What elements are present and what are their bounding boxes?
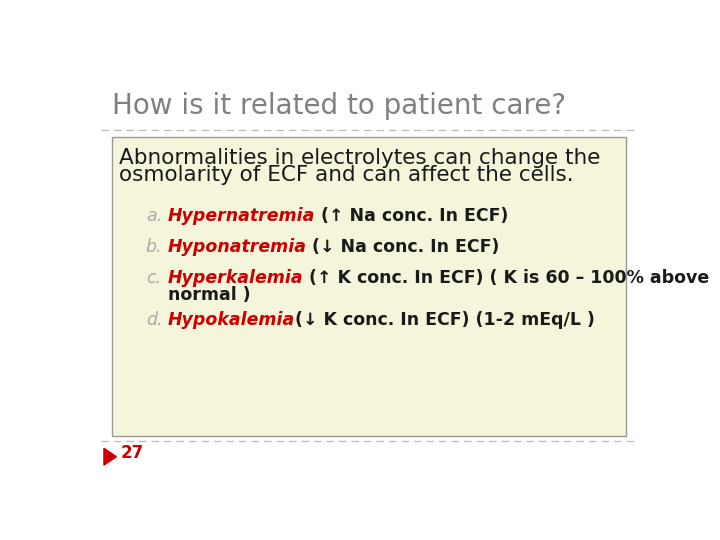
Text: Hypernatremia: Hypernatremia bbox=[168, 207, 315, 225]
Text: (↓ Na conc. In ECF): (↓ Na conc. In ECF) bbox=[307, 238, 500, 256]
Text: b.: b. bbox=[145, 238, 162, 256]
Text: Abnormalities in electrolytes can change the: Abnormalities in electrolytes can change… bbox=[120, 148, 600, 168]
Text: (↓ K conc. In ECF) (1-2 mEq/L ): (↓ K conc. In ECF) (1-2 mEq/L ) bbox=[294, 311, 595, 329]
Text: (↑ Na conc. In ECF): (↑ Na conc. In ECF) bbox=[315, 207, 508, 225]
Text: (↑ K conc. In ECF) ( K is 60 – 100% above: (↑ K conc. In ECF) ( K is 60 – 100% abov… bbox=[303, 269, 709, 287]
Text: Hyponatremia: Hyponatremia bbox=[168, 238, 307, 256]
Text: Hyperkalemia: Hyperkalemia bbox=[168, 269, 303, 287]
Text: osmolarity of ECF and can affect the cells.: osmolarity of ECF and can affect the cel… bbox=[120, 165, 574, 185]
FancyBboxPatch shape bbox=[112, 137, 626, 436]
Text: d.: d. bbox=[145, 311, 162, 329]
Text: How is it related to patient care?: How is it related to patient care? bbox=[112, 92, 566, 120]
Text: 27: 27 bbox=[121, 444, 144, 462]
Text: Hypokalemia: Hypokalemia bbox=[168, 311, 294, 329]
Text: c.: c. bbox=[145, 269, 161, 287]
Polygon shape bbox=[104, 448, 117, 465]
Text: normal ): normal ) bbox=[168, 286, 250, 304]
Text: a.: a. bbox=[145, 207, 162, 225]
